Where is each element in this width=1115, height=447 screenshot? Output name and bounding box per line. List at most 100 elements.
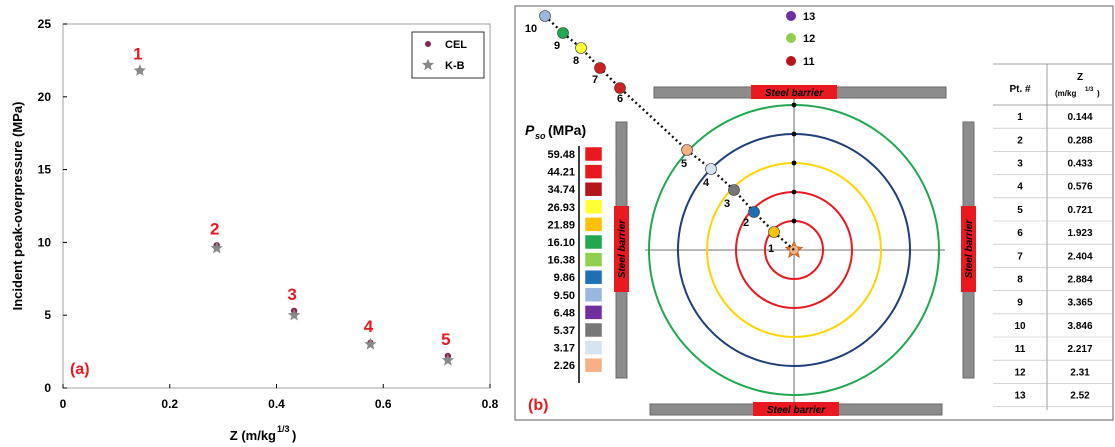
y-tick-label: 0 <box>44 381 51 395</box>
colorbar-value: 5.37 <box>554 325 575 337</box>
point-number-label: 2 <box>210 219 219 238</box>
colorbar-swatch <box>584 146 603 162</box>
colorbar-swatch <box>584 252 603 267</box>
table-cell-pt: 1 <box>1017 112 1023 123</box>
table-header-z-close: ) <box>1097 89 1100 98</box>
gauge-point-label: 5 <box>681 158 687 170</box>
legend-point-label: 12 <box>803 33 815 45</box>
colorbar-swatch <box>584 340 603 355</box>
table-header-z: Z <box>1077 72 1083 83</box>
panel-a-label: (a) <box>70 361 90 378</box>
gauge-point <box>539 10 551 22</box>
y-tick-label: 10 <box>38 235 52 249</box>
table-cell-z: 0.433 <box>1067 159 1092 170</box>
legend-kb-label: K-B <box>445 60 465 72</box>
barrier-label-left: Steel barrier <box>617 219 628 278</box>
legend-box <box>411 31 485 79</box>
barrier-tag <box>961 206 976 292</box>
legend-cel-label: CEL <box>445 39 467 51</box>
gauge-point-label: 8 <box>573 55 579 67</box>
point-number-label: 5 <box>441 330 450 349</box>
point-number-label: 3 <box>287 285 296 304</box>
legend-point <box>786 11 796 21</box>
table-header-z-units: (m/kg <box>1055 89 1076 98</box>
table-cell-pt: 6 <box>1017 228 1023 239</box>
colorbar-value: 9.86 <box>554 272 575 284</box>
x-axis-title: Z (m/kg <box>230 428 276 443</box>
colorbar-swatch <box>584 217 603 232</box>
x-axis-title-close: ) <box>292 428 296 443</box>
ring-gauge-dot <box>791 218 797 224</box>
colorbar-value: 44.21 <box>547 167 575 179</box>
gauge-point-label: 1 <box>768 243 774 255</box>
colorbar-value: 59.48 <box>547 149 575 161</box>
colorbar-value: 26.93 <box>547 202 575 214</box>
gauge-point <box>748 206 760 218</box>
colorbar-title-subscript: so <box>535 131 546 141</box>
point-labels: 1 2 3 4 5 <box>133 45 450 349</box>
legend-point <box>786 56 796 66</box>
x-axis-title-exponent: 1/3 <box>277 424 290 434</box>
y-tick-label: 25 <box>38 17 52 31</box>
x-tick-label: 0 <box>60 397 67 411</box>
steel-barrier-right: Steel barrier <box>961 121 976 379</box>
table-header-pt: Pt. # <box>1009 84 1031 95</box>
colorbar-swatch <box>584 181 603 197</box>
gauge-point <box>728 184 740 196</box>
table-cell-pt: 4 <box>1017 182 1023 193</box>
gauge-point-label: 6 <box>617 93 623 105</box>
y-axis-title: Incident peak-overpressure (MPa) <box>10 102 25 311</box>
colorbar-value: 6.48 <box>554 307 575 319</box>
gauge-point <box>614 82 626 94</box>
table-cell-pt: 7 <box>1017 251 1023 262</box>
legend-point <box>786 33 796 43</box>
ring-gauge-dot <box>791 189 797 195</box>
data-marks <box>133 64 454 366</box>
steel-barrier-top: Steel barrier <box>653 85 947 99</box>
table-cell-pt: 3 <box>1017 159 1023 170</box>
z-table: Pt. # Z (m/kg 1/3 ) 1 0.144 2 0.288 3 0.433 4 0… <box>993 63 1112 410</box>
table-header-z-exponent: 1/3 <box>1085 87 1094 93</box>
barrier-tag <box>753 402 839 416</box>
legend-point-label: 11 <box>803 56 815 68</box>
steel-barrier-left: Steel barrier <box>614 121 629 379</box>
legend-cel-marker <box>425 41 431 47</box>
barrier-label-bottom: Steel barrier <box>767 405 826 416</box>
point-number-label: 1 <box>133 45 142 64</box>
y-tick-label: 5 <box>44 308 51 322</box>
ring-gauge-dot <box>791 102 797 108</box>
x-tick-label: 0.4 <box>268 397 285 411</box>
table-cell-z: 1.923 <box>1067 228 1092 239</box>
colorbar-swatch <box>584 287 603 303</box>
diagram-panel: Steel barrier Steel barrier Steel barrie… <box>514 5 1114 421</box>
colorbar-value: 3.17 <box>554 343 575 355</box>
gauge-point <box>705 163 717 175</box>
gauge-point <box>557 27 569 39</box>
kb-point <box>287 308 301 321</box>
colorbar-swatch <box>584 305 603 320</box>
gauge-point <box>594 62 606 74</box>
table-cell-pt: 12 <box>1014 367 1026 378</box>
colorbar-swatch <box>584 199 603 215</box>
colorbar-value: 34.74 <box>547 184 575 196</box>
colorbar-value: 9.50 <box>554 290 575 302</box>
table-rows: 1 0.144 2 0.288 3 0.433 4 0.576 5 0.721 6 1.923 7 2.4… <box>993 112 1112 407</box>
table-cell-z: 0.288 <box>1067 135 1092 146</box>
y-tick-label: 20 <box>38 90 52 104</box>
colorbar-units: (MPa) <box>548 122 586 138</box>
table-cell-z: 2.404 <box>1067 251 1092 262</box>
scatter-panel: 0 0.2 0.4 0.6 0.8 0 5 10 15 20 25 1 2 3 4 5 CEL K-B (a… <box>10 17 499 443</box>
colorbar-swatch <box>584 164 603 179</box>
legend-point-label: 13 <box>803 11 815 23</box>
barrier-label-right: Steel barrier <box>964 219 975 278</box>
kb-point <box>210 241 223 254</box>
barrier-label-top: Steel barrier <box>765 88 824 99</box>
y-tick-label: 15 <box>38 163 52 177</box>
gauge-point-label: 3 <box>724 198 730 210</box>
colorbar-value: 16.38 <box>547 255 575 267</box>
kb-point <box>133 64 146 76</box>
colorbar-swatch <box>584 269 603 285</box>
table-cell-z: 3.846 <box>1067 321 1092 332</box>
